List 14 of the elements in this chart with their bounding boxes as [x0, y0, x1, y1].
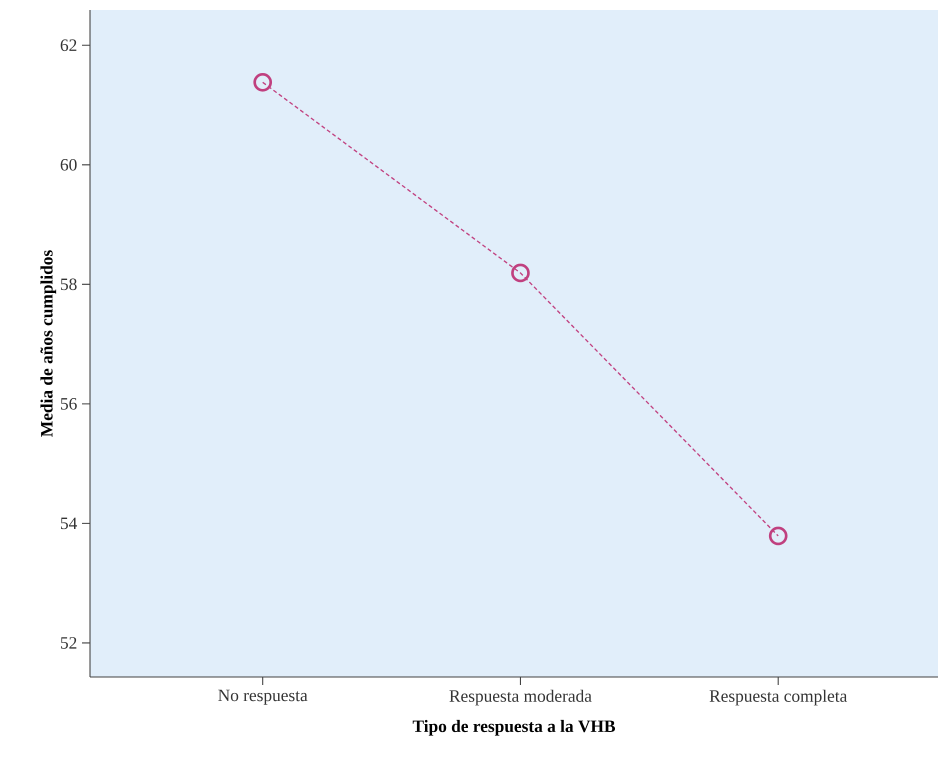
- point: [511, 264, 530, 282]
- x-tick-label: Respuesta moderada: [449, 690, 592, 706]
- y-tick-label: 56: [60, 398, 77, 410]
- y-axis-title: Media de años cumplidos: [40, 250, 56, 437]
- y-tick-label: 58: [60, 278, 77, 290]
- x-tick-label: Respuesta completa: [710, 690, 848, 706]
- y-tick-label: 62: [60, 39, 76, 52]
- x-tick-label: No respuesta: [218, 690, 308, 705]
- y-tick-label: 54: [60, 518, 78, 530]
- x-axis-title: Tipo de respuesta a la VHB: [412, 720, 616, 736]
- y-tick-label: 52: [60, 637, 76, 649]
- point: [253, 72, 272, 92]
- point: [768, 526, 788, 546]
- y-tick-label: 60: [60, 158, 77, 171]
